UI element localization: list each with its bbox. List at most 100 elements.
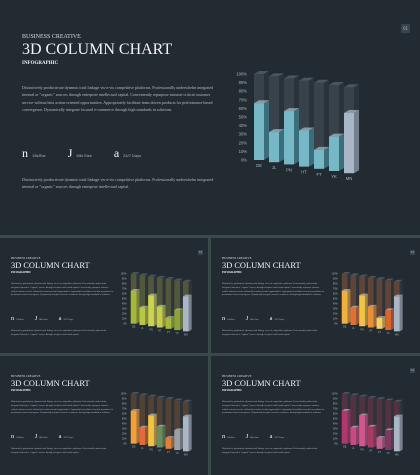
y-tick-label: 80% (239, 89, 248, 94)
column-track-top (174, 278, 183, 281)
bar-side (354, 110, 359, 174)
y-tick-label: 30% (122, 428, 128, 431)
stat-item: a 24/7 Days (114, 146, 141, 161)
body-paragraph-secondary: Distinctively productivate dynamic total… (22, 177, 214, 190)
y-tick-label: 30% (333, 428, 339, 431)
stat-label: 15k/Ear (227, 319, 235, 321)
x-tick-label: PN (360, 448, 364, 451)
bar-side (145, 305, 149, 325)
x-tick-label: PN (149, 448, 153, 451)
stat-label: 15k/Ear (227, 437, 235, 439)
column-track-top (341, 392, 351, 394)
bar-value-ft (165, 317, 172, 329)
stat-item: a 24/7 Days (59, 315, 74, 322)
stat-label: 24/7 Days (63, 319, 74, 321)
y-tick-label: 100% (236, 72, 247, 77)
column-ht (156, 395, 166, 448)
column-pn (148, 274, 157, 327)
bar-side (153, 293, 157, 327)
column-track-top (329, 82, 344, 85)
bar-top (393, 294, 403, 297)
column-ft (165, 277, 175, 329)
column-track (350, 275, 357, 325)
y-tick-label: 50% (122, 298, 128, 301)
bar-side (339, 133, 344, 171)
bar-side (382, 436, 386, 449)
column-track-top (165, 397, 175, 399)
bar-top (148, 413, 157, 416)
y-tick-label: 10% (333, 318, 339, 321)
column-mn (393, 399, 403, 452)
bar-top (284, 108, 299, 112)
column-track (269, 76, 279, 163)
bar-top (393, 414, 403, 417)
x-tick-label: YK (331, 174, 337, 179)
bar-value-ft (165, 437, 172, 449)
column-track-side (382, 277, 386, 329)
column-track-top (254, 71, 269, 74)
body-paragraph: Distinctively productivate dynamic total… (222, 401, 325, 415)
slide-subtitle: INFOGRAPHIC (22, 61, 59, 66)
bar-value-mn (344, 113, 354, 174)
column-track (174, 400, 181, 451)
x-tick-label: MN (395, 333, 399, 336)
column-chart-3d: 0% 10% 20% 30% 40% 50% 60% 70% 80% 90% 100% DE JL PN H… (120, 272, 192, 336)
x-tick-label: HT (301, 170, 307, 175)
y-tick-label: 80% (333, 403, 339, 406)
y-tick-label: 50% (122, 418, 128, 421)
bar-side (373, 304, 377, 328)
slide-subtitle: INFOGRAPHIC (11, 389, 32, 392)
bar-value-pn (359, 295, 365, 327)
bar-top (139, 305, 149, 308)
bar-value-jl (139, 427, 146, 445)
bar-value-ht (156, 306, 163, 328)
stat-item: a 24/7 Days (59, 433, 74, 440)
bar-value-ht (156, 426, 163, 448)
column-track-side (324, 79, 329, 169)
y-tick-label: 20% (122, 313, 128, 316)
y-tick-label: 100% (331, 393, 338, 396)
y-tick-label: 100% (331, 273, 338, 276)
body-paragraph: Distinctively productivate dynamic total… (11, 401, 114, 415)
y-tick-label: 70% (333, 288, 339, 291)
x-tick-label: FT (316, 172, 322, 177)
column-pn (359, 274, 368, 327)
bar-value-pn (148, 295, 154, 327)
column-de (341, 392, 351, 444)
stat-item: a 24/7 Days (270, 315, 285, 322)
stat-letter: a (269, 315, 273, 322)
y-tick-label: 70% (333, 408, 339, 411)
column-track (299, 80, 309, 167)
x-tick-label: JL (352, 327, 355, 330)
column-track-top (130, 392, 140, 394)
y-tick-label: 0% (334, 443, 338, 446)
bar-value-mn (393, 296, 400, 332)
column-chart-3d: 0% 10% 20% 30% 40% 50% 60% 70% 80% 90% 100% DE JL PN H… (331, 392, 403, 456)
y-tick-label: 60% (333, 413, 339, 416)
bar-side (324, 146, 329, 169)
bar-top (130, 289, 140, 291)
column-pn (148, 394, 157, 447)
bar-value-yk (174, 310, 181, 331)
slide-subtitle: INFOGRAPHIC (222, 389, 243, 392)
column-track-top (350, 273, 360, 276)
column-yk (174, 398, 183, 451)
eyebrow-label: BUSINESS CREATIVE (22, 34, 81, 40)
body-paragraph: Distinctively productivate dynamic total… (11, 283, 114, 297)
x-tick-label: JL (141, 447, 144, 450)
stat-item: n 15k/Ear (11, 315, 24, 322)
bar-top (130, 409, 140, 411)
column-mn (344, 84, 359, 174)
column-track-top (148, 274, 157, 277)
body-paragraph-secondary: Distinctively productivate dynamic total… (222, 448, 318, 454)
bar-side (364, 413, 368, 447)
y-tick-label: 70% (122, 288, 128, 291)
y-tick-label: 40% (122, 303, 128, 306)
y-tick-label: 50% (239, 115, 248, 120)
column-track-side (171, 277, 175, 329)
column-track-top (359, 394, 368, 397)
column-yk (385, 398, 394, 451)
x-tick-label: DE (343, 446, 347, 449)
y-tick-label: 20% (122, 433, 128, 436)
x-tick-label: MN (184, 333, 188, 336)
